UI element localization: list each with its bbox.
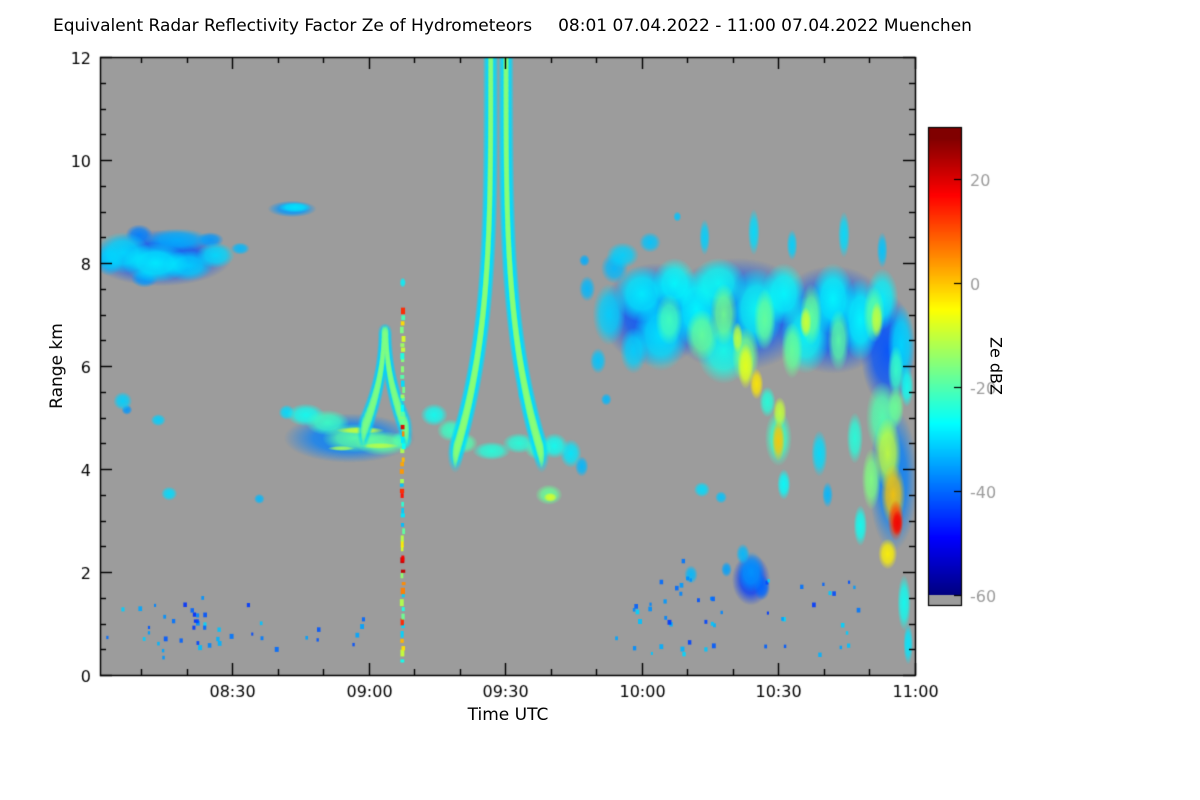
plot-title: Equivalent Radar Reflectivity Factor Ze … bbox=[53, 16, 533, 36]
plot-title-line: Equivalent Radar Reflectivity Factor Ze … bbox=[53, 16, 972, 36]
y-axis-title: Range km bbox=[47, 323, 67, 409]
plot-period-location: 08:01 07.04.2022 - 11:00 07.04.2022 Muen… bbox=[558, 16, 972, 36]
x-axis-title: Time UTC bbox=[467, 705, 549, 725]
colorbar-title: Ze dBZ bbox=[986, 337, 1006, 395]
